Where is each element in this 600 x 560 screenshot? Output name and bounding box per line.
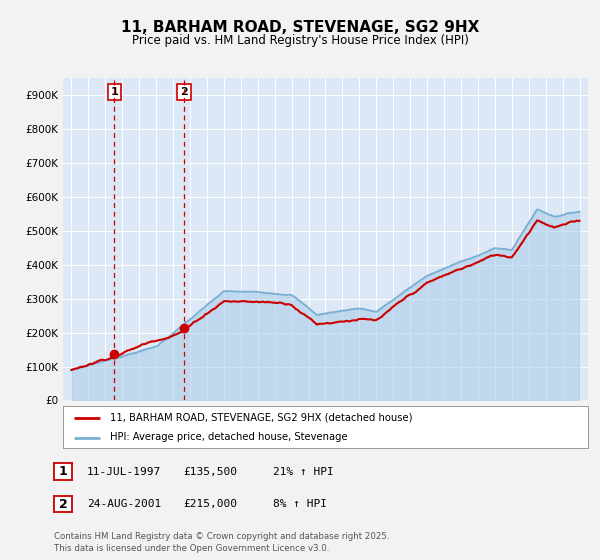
Text: Price paid vs. HM Land Registry's House Price Index (HPI): Price paid vs. HM Land Registry's House … (131, 34, 469, 46)
Text: 11, BARHAM ROAD, STEVENAGE, SG2 9HX (detached house): 11, BARHAM ROAD, STEVENAGE, SG2 9HX (det… (110, 413, 413, 423)
Text: Contains HM Land Registry data © Crown copyright and database right 2025.
This d: Contains HM Land Registry data © Crown c… (54, 533, 389, 553)
Text: 21% ↑ HPI: 21% ↑ HPI (273, 466, 334, 477)
Text: 11-JUL-1997: 11-JUL-1997 (87, 466, 161, 477)
Text: 2: 2 (59, 497, 67, 511)
Text: 1: 1 (59, 465, 67, 478)
Text: 24-AUG-2001: 24-AUG-2001 (87, 499, 161, 509)
Text: 2: 2 (180, 87, 188, 97)
Text: 1: 1 (110, 87, 118, 97)
Text: £215,000: £215,000 (183, 499, 237, 509)
Text: HPI: Average price, detached house, Stevenage: HPI: Average price, detached house, Stev… (110, 432, 348, 442)
Text: 11, BARHAM ROAD, STEVENAGE, SG2 9HX: 11, BARHAM ROAD, STEVENAGE, SG2 9HX (121, 20, 479, 35)
Text: 8% ↑ HPI: 8% ↑ HPI (273, 499, 327, 509)
Text: £135,500: £135,500 (183, 466, 237, 477)
